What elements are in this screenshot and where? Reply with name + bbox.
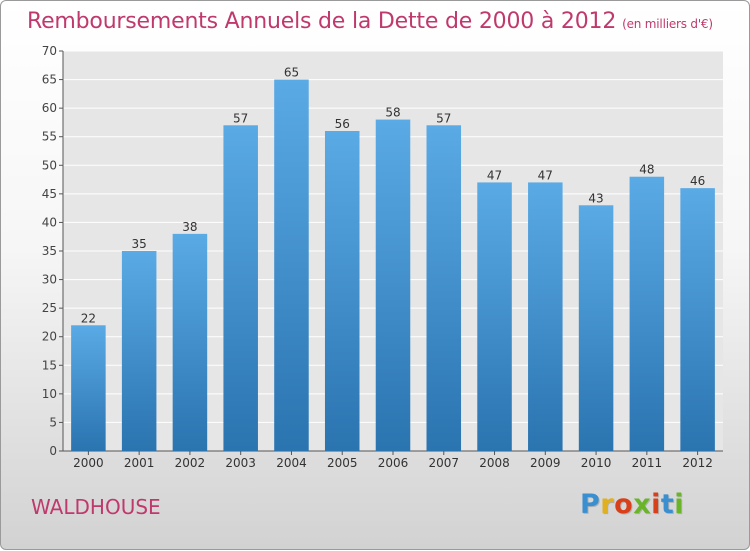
y-tick-label: 55 [42,130,57,144]
data-label-2004: 65 [284,66,299,80]
data-label-2007: 57 [436,111,451,125]
y-tick-label: 15 [42,358,57,372]
data-label-2011: 48 [639,163,654,177]
x-tick-label-2010: 2010 [581,456,612,470]
bar-2001 [121,251,157,451]
logo-letter: P [580,489,601,520]
bar-2008 [477,182,512,451]
x-tick-label-2002: 2002 [175,456,206,470]
y-tick-label: 0 [49,444,57,458]
bar-2004 [274,79,309,452]
data-label-2009: 47 [538,168,553,182]
y-tick-label: 5 [49,415,57,429]
x-tick-label-2012: 2012 [682,456,713,470]
y-tick-label: 10 [42,387,57,401]
commune-name: WALDHOUSE [31,495,161,519]
data-label-2001: 35 [132,237,147,251]
bar-2003 [223,125,258,452]
y-tick-label: 30 [42,273,57,287]
x-tick-label-2001: 2001 [124,456,155,470]
bar-2005 [324,131,360,451]
bar-2012 [680,188,715,451]
y-tick-label: 60 [42,101,57,115]
data-label-2012: 46 [690,174,705,188]
x-tick-label-2006: 2006 [378,456,409,470]
data-label-2005: 56 [335,117,350,131]
chart-title: Remboursements Annuels de la Dette de 20… [27,9,713,34]
proxiti-logo: Proxiti [580,489,684,520]
data-label-2008: 47 [487,168,502,182]
bars [71,79,715,452]
bar-2006 [375,119,411,452]
x-tick-label-2003: 2003 [225,456,256,470]
x-tick-label-2004: 2004 [276,456,307,470]
bar-2000 [71,325,106,451]
logo-letter: x [633,489,652,520]
x-tick-label-2009: 2009 [530,456,561,470]
y-tick-label: 20 [42,330,57,344]
logo-letter: t [660,489,675,520]
y-tick-label: 25 [42,301,57,315]
y-tick-label: 45 [42,187,57,201]
y-tick-label: 50 [42,158,57,172]
y-tick-label: 40 [42,215,57,229]
x-tick-label-2008: 2008 [479,456,510,470]
logo-letter: o [614,489,634,520]
x-tick-label-2000: 2000 [73,456,104,470]
data-label-2000: 22 [81,311,96,325]
labels: 0 5 10 15 20 25 30 35 40 45 50 55 60 65 70 22 2000 35 2001… [42,44,713,470]
logo-letter: r [600,489,615,520]
x-tick-label-2005: 2005 [327,456,358,470]
x-tick-label-2011: 2011 [632,456,663,470]
data-label-2006: 58 [385,106,400,120]
x-tick-label-2007: 2007 [428,456,459,470]
title-unit: (en milliers d'€) [622,17,713,31]
bar-2007 [426,125,462,452]
logo-letter: i [651,489,661,520]
data-label-2003: 57 [233,111,248,125]
title-text: Remboursements Annuels de la Dette de 20… [27,9,617,34]
data-label-2002: 38 [182,220,197,234]
y-tick-label: 65 [42,73,57,87]
logo-letter: i [674,489,685,520]
bar-2002 [172,233,208,451]
data-label-2010: 43 [588,191,603,205]
bar-2010 [578,205,614,451]
bar-2009 [528,182,563,451]
bar-2011 [629,176,665,451]
y-tick-label: 35 [42,244,57,258]
y-tick-label: 70 [42,44,57,58]
